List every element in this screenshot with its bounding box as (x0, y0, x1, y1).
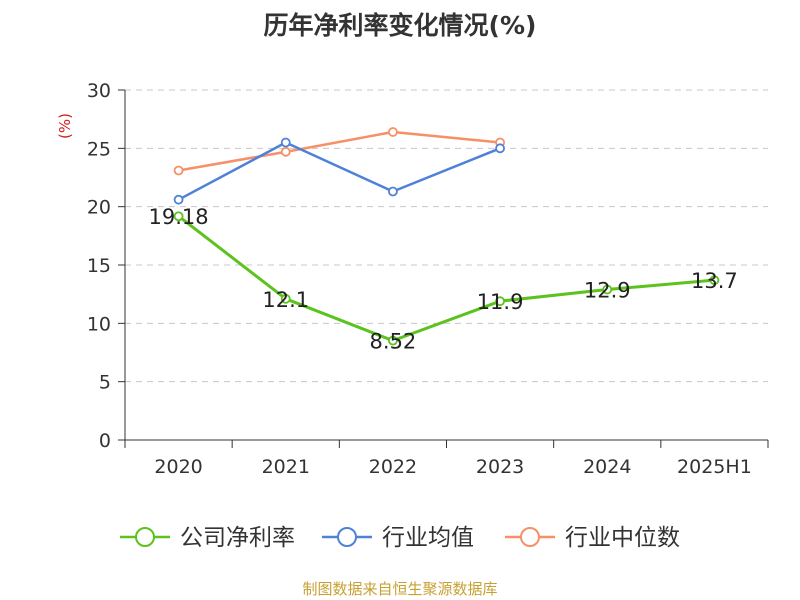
series-2-point-2021 (280, 146, 291, 157)
series-line-0 (177, 215, 715, 343)
y-axis-unit: (%) (56, 113, 74, 139)
legend-label-1: 行业均值 (382, 525, 474, 551)
x-tick-label-2024: 2024 (583, 456, 631, 478)
chart-title: 历年净利率变化情况(%) (263, 11, 537, 40)
legend-swatch-marker-1 (337, 527, 357, 547)
data-label-2023: 11.9 (477, 290, 524, 314)
data-label-2020: 19.18 (149, 205, 209, 229)
legend-swatch-marker-2 (520, 527, 540, 547)
y-tick-label-15: 15 (87, 255, 111, 277)
series-0-point-2022 (388, 335, 398, 346)
y-tick-label-0: 0 (99, 430, 111, 452)
series-1-point-2021 (280, 137, 291, 148)
data-label-2022: 8.52 (370, 330, 417, 354)
x-tick-label-2022: 2022 (369, 456, 417, 478)
data-label-2024: 12.9 (584, 279, 631, 303)
y-tick-label-25: 25 (87, 138, 111, 160)
series-0-point-2020 (173, 211, 184, 222)
series-1-point-2020 (173, 194, 184, 205)
source-note: 制图数据来自恒生聚源数据库 (302, 580, 498, 598)
x-tick-label-2025H1: 2025H1 (677, 456, 752, 478)
data-label-2025H1: 13.7 (691, 269, 738, 293)
x-tick-label-2021: 2021 (262, 456, 310, 478)
series-0-point-2024 (602, 284, 613, 295)
series-0-point-2025H1 (709, 275, 720, 286)
y-tick-label-20: 20 (87, 197, 111, 219)
series-2-point-2022 (388, 127, 398, 137)
x-tick-label-2020: 2020 (154, 456, 202, 478)
series-1-point-2023 (495, 143, 505, 154)
series-line-2 (178, 130, 501, 172)
series-0-point-2021 (280, 293, 291, 304)
legend-label-2: 行业中位数 (565, 525, 680, 551)
data-label-2021: 12.1 (262, 288, 309, 312)
series-0-point-2023 (495, 296, 505, 307)
x-tick-label-2023: 2023 (476, 456, 524, 478)
series-2-point-2020 (173, 165, 184, 176)
series-line-1 (177, 141, 501, 201)
y-tick-label-30: 30 (87, 80, 111, 102)
y-tick-label-5: 5 (99, 372, 111, 394)
legend-label-0: 公司净利率 (180, 525, 295, 551)
series-1-point-2022 (388, 186, 398, 197)
y-tick-label-10: 10 (87, 313, 111, 335)
legend-swatch-marker-0 (135, 527, 155, 547)
